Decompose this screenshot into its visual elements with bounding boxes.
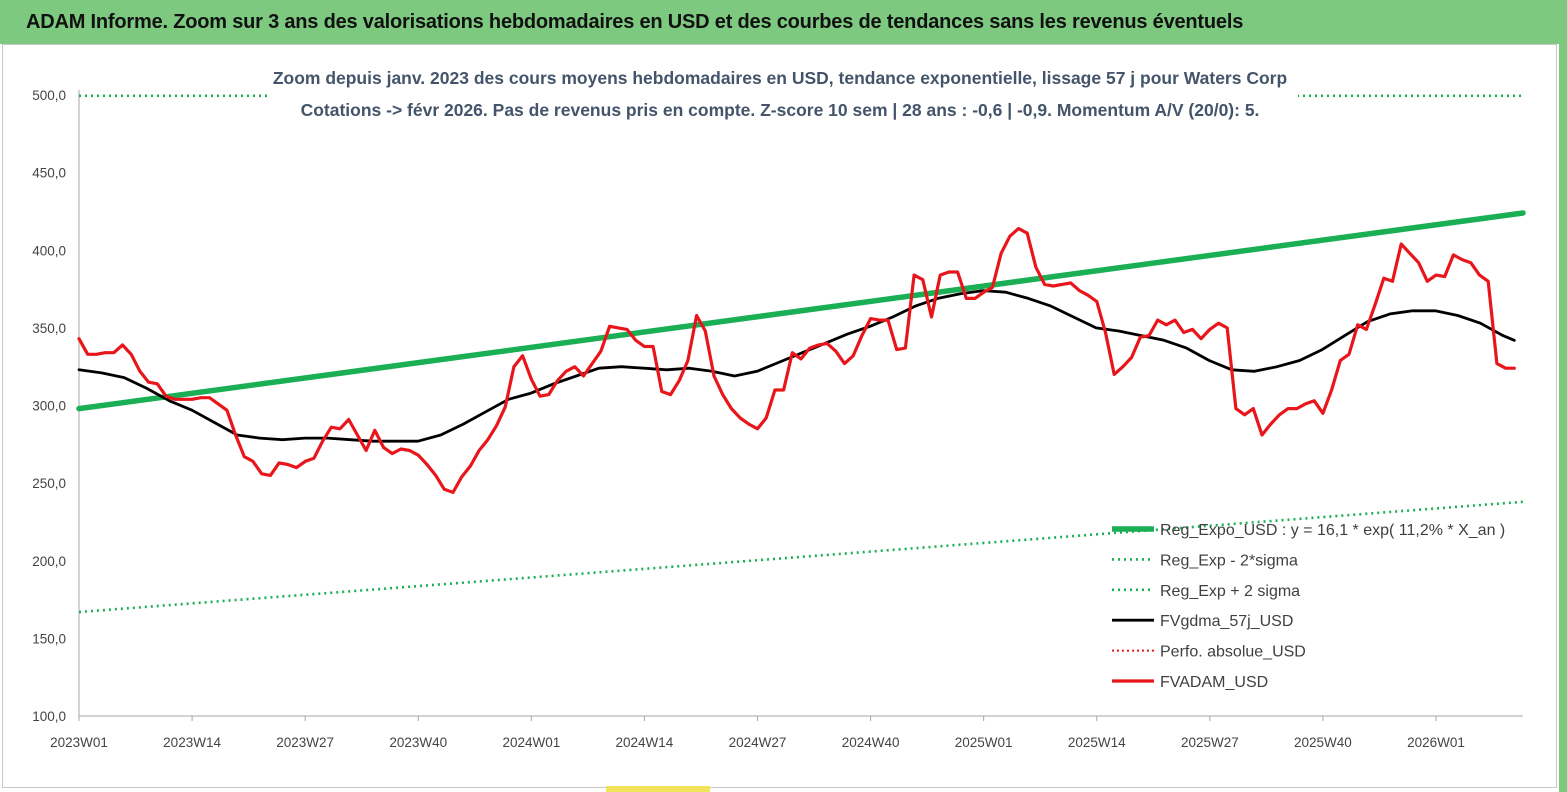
chart-subtitle: Zoom depuis janv. 2023 des cours moyens … xyxy=(268,58,1298,126)
legend-label: Reg_Exp + 2 sigma xyxy=(1160,583,1300,600)
subtitle-line-2: Cotations -> févr 2026. Pas de revenus p… xyxy=(301,100,1260,120)
series-reg-minus-2sigma-line xyxy=(78,500,1524,614)
x-tick-label: 2024W40 xyxy=(842,735,900,750)
y-tick-label: 350,0 xyxy=(32,321,66,336)
chart-frame xyxy=(2,44,1557,788)
x-tick-label: 2023W27 xyxy=(276,735,334,750)
y-tick-label: 300,0 xyxy=(32,399,66,414)
y-tick-label: 200,0 xyxy=(32,554,66,569)
subtitle-background xyxy=(268,58,1298,126)
x-axis-ticks: 2023W01 2023W14 2023W27 2023W40 2024W01 2024W… xyxy=(50,716,1465,750)
right-edge-strip xyxy=(1559,44,1567,792)
legend-label: Reg_Exp - 2*sigma xyxy=(1160,552,1298,569)
y-tick-label: 450,0 xyxy=(32,166,66,181)
legend: Reg_Expo_USD : y = 16,1 * exp( 11,2% * X… xyxy=(1112,522,1505,691)
y-tick-label: 500,0 xyxy=(32,88,66,103)
banner-title: ADAM Informe. Zoom sur 3 ans des valoris… xyxy=(26,10,1244,33)
x-tick-label: 2025W27 xyxy=(1181,735,1239,750)
legend-label: Reg_Expo_USD : y = 16,1 * exp( 11,2% * X… xyxy=(1160,522,1505,539)
x-tick-label: 2023W40 xyxy=(389,735,447,750)
x-tick-label: 2025W01 xyxy=(955,735,1013,750)
x-tick-label: 2024W14 xyxy=(616,735,674,750)
series-fvgdma-57j-line xyxy=(77,289,1516,443)
legend-label: FVgdma_57j_USD xyxy=(1160,613,1293,630)
y-axis-ticks: 100,0 150,0 200,0 250,0 300,0 350,0 400,0 450,0… xyxy=(32,88,66,724)
y-tick-label: 400,0 xyxy=(32,243,66,258)
x-tick-label: 2023W14 xyxy=(163,735,221,750)
x-tick-label: 2024W01 xyxy=(502,735,560,750)
x-tick-label: 2025W40 xyxy=(1294,735,1352,750)
legend-label: FVADAM_USD xyxy=(1160,674,1268,691)
y-tick-label: 250,0 xyxy=(32,476,66,491)
series-fvadam-usd-line xyxy=(77,226,1516,494)
y-tick-label: 100,0 xyxy=(32,709,66,724)
x-tick-label: 2025W14 xyxy=(1068,735,1126,750)
x-tick-label: 2026W01 xyxy=(1407,735,1465,750)
x-tick-label: 2024W27 xyxy=(729,735,787,750)
series-reg-expo-line xyxy=(76,210,1526,412)
legend-label: Perfo. absolue_USD xyxy=(1160,644,1306,661)
subtitle-line-1: Zoom depuis janv. 2023 des cours moyens … xyxy=(273,68,1287,88)
y-tick-label: 150,0 xyxy=(32,631,66,646)
title-banner: ADAM Informe. Zoom sur 3 ans des valoris… xyxy=(0,0,1567,44)
bottom-tab-marker xyxy=(606,786,710,792)
x-tick-label: 2023W01 xyxy=(50,735,108,750)
